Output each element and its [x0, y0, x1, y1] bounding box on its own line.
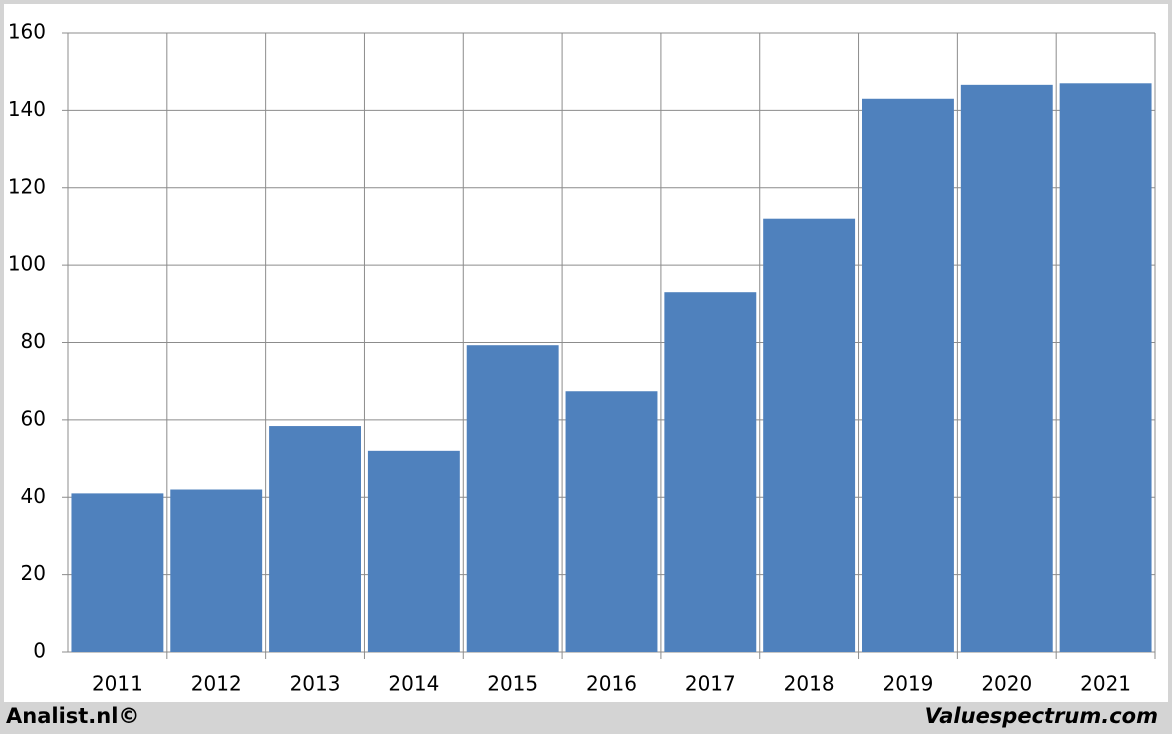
- bar: [170, 489, 263, 652]
- footer-right: Valuespectrum.com: [925, 704, 1158, 728]
- y-tick-label: 140: [8, 97, 46, 121]
- y-tick-label: 80: [21, 329, 46, 353]
- x-tick-label: 2011: [92, 672, 143, 696]
- y-tick-label: 40: [21, 484, 46, 508]
- y-tick-label: 120: [8, 174, 46, 198]
- y-tick-label: 0: [33, 639, 46, 663]
- bar: [71, 493, 164, 652]
- x-tick-label: 2015: [487, 672, 538, 696]
- bar: [664, 292, 757, 652]
- y-tick-label: 60: [21, 406, 46, 430]
- bar: [862, 98, 954, 653]
- x-tick-label: 2019: [883, 672, 934, 696]
- bar: [763, 218, 856, 652]
- bar: [269, 426, 361, 652]
- x-tick-label: 2012: [191, 672, 242, 696]
- y-tick-label: 160: [8, 20, 46, 44]
- x-tick-label: 2013: [290, 672, 341, 696]
- y-tick-label: 20: [21, 561, 46, 585]
- x-tick-label: 2016: [586, 672, 637, 696]
- x-tick-label: 2021: [1080, 672, 1131, 696]
- bar: [466, 345, 559, 652]
- bar: [565, 391, 658, 652]
- y-tick-label: 100: [8, 252, 46, 276]
- x-tick-label: 2020: [981, 672, 1032, 696]
- bar: [367, 450, 460, 652]
- x-tick-label: 2017: [685, 672, 736, 696]
- x-tick-label: 2014: [388, 672, 439, 696]
- footer-left: Analist.nl©: [6, 704, 139, 728]
- bar: [1059, 83, 1152, 652]
- x-tick-label: 2018: [784, 672, 835, 696]
- bar: [960, 84, 1053, 652]
